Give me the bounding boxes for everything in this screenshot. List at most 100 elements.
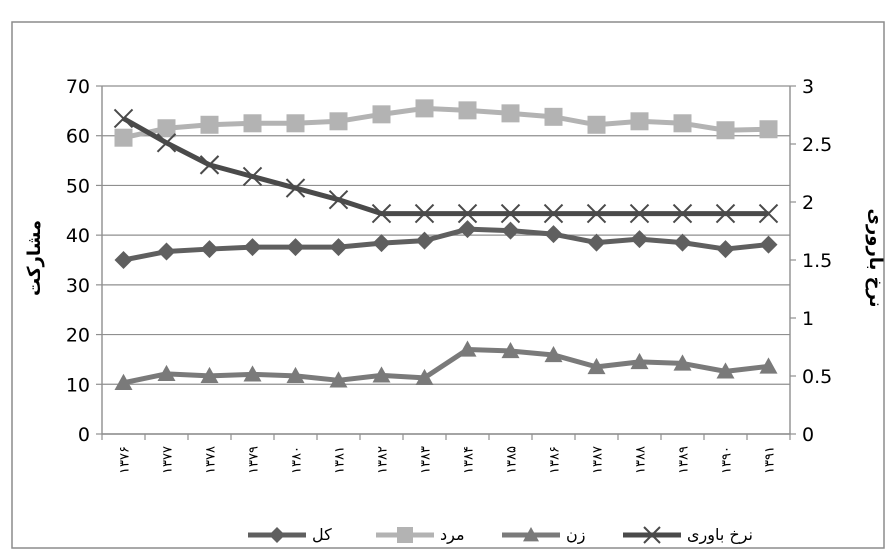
- square-marker: [630, 112, 649, 131]
- x-marker: [643, 526, 661, 544]
- square-marker: [200, 115, 219, 134]
- diamond-marker: [372, 234, 391, 253]
- square-marker: [587, 115, 606, 134]
- x-tick-label: ۱۳۸۱: [333, 446, 348, 474]
- square-marker: [286, 114, 305, 133]
- x-tick-label: ۱۳۷۹: [247, 446, 262, 474]
- triangle-marker: [673, 354, 692, 371]
- x-tick-label: ۱۳۷۸: [204, 446, 219, 474]
- series-3: [114, 340, 778, 390]
- diamond-marker: [673, 233, 692, 252]
- square-marker: [759, 120, 778, 139]
- right-tick-label: 0: [802, 424, 814, 446]
- series-4: [113, 108, 779, 224]
- x-axis-ticks: ۱۳۷۶ ۱۳۷۷ ۱۳۷۸ ۱۳۷۹ ۱۳۸۰ ۱۳۸۱ ۱۳۸۲ ۱۳۸۳ ۱۳۸۴ ۱۳۸۵…: [101, 434, 791, 474]
- square-marker: [415, 99, 434, 118]
- legend-item: مرد: [376, 525, 465, 545]
- x-marker: [371, 203, 392, 224]
- diamond-marker: [114, 251, 133, 269]
- series-2: [114, 99, 778, 147]
- diamond-marker: [415, 231, 434, 250]
- diamond-marker: [630, 230, 649, 249]
- x-tick-label: ۱۳۸۲: [376, 446, 391, 474]
- right-axis-label: نرخ باروری: [865, 208, 886, 307]
- x-marker: [758, 203, 779, 224]
- diamond-marker: [587, 233, 606, 252]
- x-marker: [586, 203, 607, 224]
- right-tick-label: 2: [802, 192, 814, 214]
- left-tick-label: 20: [66, 325, 90, 347]
- x-marker: [113, 108, 134, 129]
- x-tick-label: ۱۳۸۷: [591, 446, 606, 474]
- series-layer: [113, 99, 779, 390]
- diamond-marker: [544, 225, 563, 244]
- left-tick-label: 0: [78, 424, 90, 446]
- square-marker: [157, 119, 176, 138]
- triangle-marker: [501, 341, 520, 359]
- diamond-marker: [329, 238, 348, 257]
- diamond-marker: [458, 220, 477, 239]
- square-marker: [544, 107, 563, 126]
- legend-item: زن: [502, 525, 585, 545]
- legend-item: نرخ باوری: [623, 525, 753, 545]
- x-tick-label: ۱۳۸۵: [505, 446, 520, 474]
- x-tick-label: ۱۳۹۰: [720, 446, 735, 474]
- legend-label: کل: [312, 525, 332, 544]
- triangle-marker: [544, 345, 563, 363]
- square-marker: [243, 114, 262, 133]
- left-tick-label: 10: [66, 374, 90, 396]
- left-axis-ticks: 0 10 20 30 40 50 60 70: [66, 76, 102, 446]
- triangle-marker: [587, 357, 606, 375]
- x-tick-label: ۱۳۸۸: [634, 446, 649, 474]
- x-tick-label: ۱۳۸۳: [419, 446, 434, 474]
- x-marker: [199, 155, 220, 175]
- series-line: [122, 346, 769, 386]
- series-1: [114, 220, 778, 269]
- x-marker: [457, 203, 478, 224]
- triangle-marker: [372, 366, 391, 383]
- triangle-marker: [458, 340, 477, 357]
- x-marker: [629, 203, 650, 224]
- square-marker: [716, 121, 735, 140]
- right-tick-label: 1.5: [802, 250, 832, 272]
- x-marker: [156, 133, 177, 153]
- triangle-marker: [716, 362, 735, 379]
- legend-label: زن: [566, 525, 585, 545]
- legend: کل مرد زن نرخ باوری: [248, 525, 753, 545]
- x-marker: [500, 203, 521, 224]
- triangle-marker: [157, 364, 176, 382]
- x-marker: [414, 203, 435, 224]
- diamond-marker: [157, 242, 176, 261]
- right-tick-label: 1: [802, 308, 814, 330]
- x-marker: [672, 203, 693, 224]
- diamond-marker: [716, 240, 735, 259]
- right-tick-label: 0.5: [802, 366, 832, 388]
- triangle-marker: [329, 371, 348, 388]
- left-tick-label: 60: [66, 126, 90, 148]
- x-marker: [242, 166, 263, 187]
- x-marker: [285, 178, 306, 198]
- triangle-marker: [523, 527, 539, 542]
- x-marker: [543, 203, 564, 224]
- triangle-marker: [415, 368, 434, 386]
- triangle-marker: [630, 352, 649, 370]
- x-tick-label: ۱۳۸۴: [462, 446, 477, 474]
- diamond-marker: [200, 240, 219, 259]
- right-axis-ticks: 0 0.5 1 1.5 2 2.5 3: [790, 76, 832, 446]
- diamond-marker: [501, 221, 520, 240]
- square-marker: [114, 128, 133, 147]
- x-tick-label: ۱۳۸۹: [677, 446, 692, 474]
- left-axis-label: مشارکت: [24, 220, 45, 296]
- triangle-marker: [759, 357, 778, 374]
- x-tick-label: ۱۳۸۰: [290, 446, 305, 474]
- triangle-marker: [114, 373, 133, 390]
- x-tick-label: ۱۳۹۱: [763, 446, 778, 474]
- series-line: [123, 226, 769, 263]
- square-marker: [458, 101, 477, 120]
- diamond-marker: [286, 238, 305, 257]
- triangle-marker: [200, 366, 219, 384]
- left-tick-label: 70: [66, 76, 90, 98]
- legend-label: مرد: [440, 525, 465, 545]
